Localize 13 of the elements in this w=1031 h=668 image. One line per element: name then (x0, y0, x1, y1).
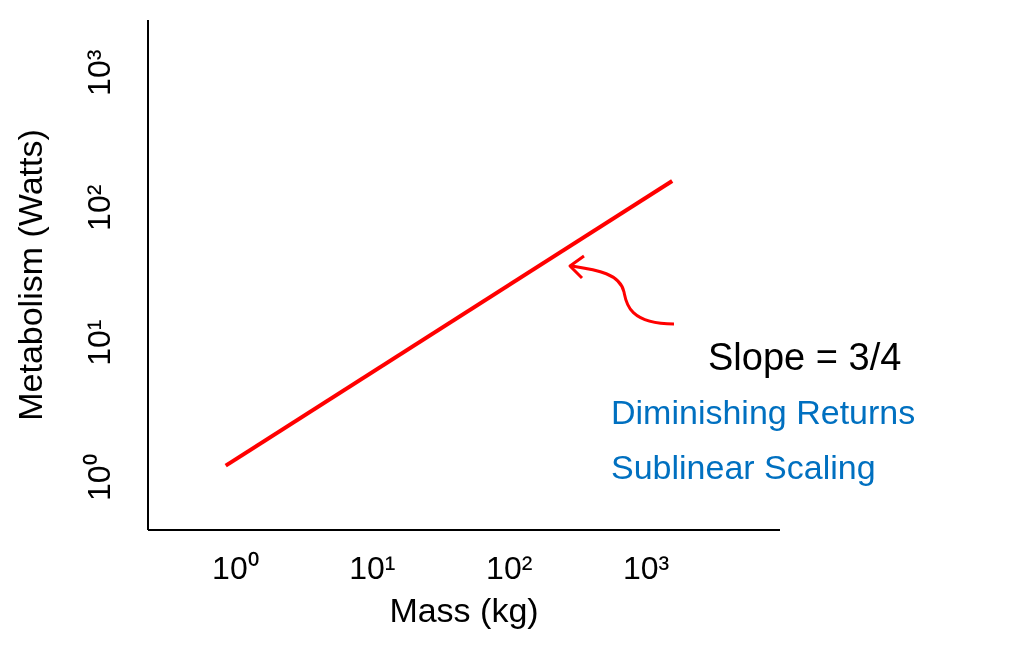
x-tick-label: 10³ (623, 549, 670, 586)
y-tick-label: 10¹ (81, 319, 117, 366)
annotation: Slope = 3/4 (708, 336, 902, 379)
x-tick-label: 10² (486, 549, 533, 586)
y-axis-title: Metabolism (Watts) (11, 129, 50, 421)
x-tick-label: 10⁰ (212, 549, 259, 586)
annotation: Sublinear Scaling (611, 448, 876, 487)
x-tick-label: 10¹ (349, 549, 396, 586)
annotation: Diminishing Returns (611, 393, 916, 432)
y-tick-label: 10⁰ (81, 454, 117, 502)
y-tick-label: 10³ (81, 49, 117, 96)
y-tick-label: 10² (81, 184, 117, 231)
x-axis-title: Mass (kg) (389, 591, 539, 629)
